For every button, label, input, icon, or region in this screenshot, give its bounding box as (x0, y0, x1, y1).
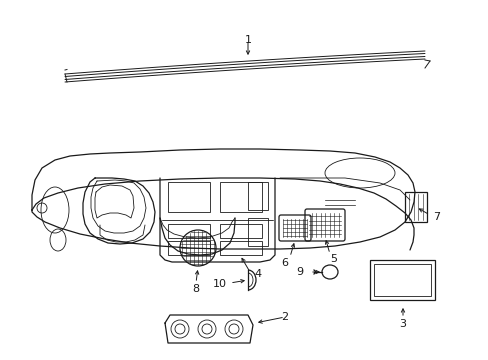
Text: 9: 9 (296, 267, 303, 277)
Text: 1: 1 (244, 35, 251, 45)
Text: 8: 8 (192, 284, 199, 294)
Text: 6: 6 (281, 258, 288, 268)
Text: 4: 4 (254, 269, 261, 279)
Text: 2: 2 (281, 312, 288, 322)
Text: 5: 5 (330, 254, 337, 264)
Text: 3: 3 (399, 319, 406, 329)
Text: 7: 7 (432, 212, 440, 222)
Text: 10: 10 (213, 279, 226, 289)
